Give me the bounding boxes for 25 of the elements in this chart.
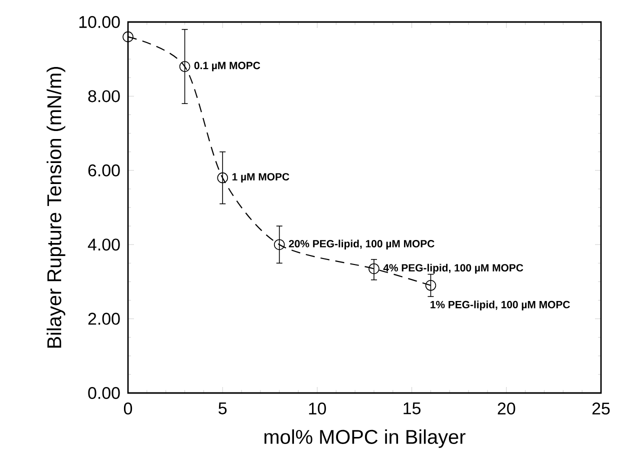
y-axis-title: Bilayer Rupture Tension (mN/m) bbox=[46, 67, 66, 348]
y-tick-label: 0.00 bbox=[88, 387, 120, 400]
y-tick-label: 10.00 bbox=[79, 16, 120, 28]
x-axis-title: mol% MOPC in Bilayer bbox=[264, 429, 466, 448]
point bbox=[274, 239, 285, 250]
annotation: 0.1 µM MOPC bbox=[194, 62, 260, 72]
y-tick-label: 6.00 bbox=[88, 164, 120, 176]
point bbox=[122, 31, 134, 42]
x-tick-label: 0 bbox=[124, 402, 132, 415]
x-tick-label: 10 bbox=[309, 402, 326, 415]
point bbox=[179, 61, 190, 72]
annotation: 1% PEG-lipid, 100 µM MOPC bbox=[430, 300, 570, 310]
y-tick-label: 4.00 bbox=[88, 238, 120, 251]
annotation: 20% PEG-lipid, 100 µM MOPC bbox=[288, 240, 434, 250]
point bbox=[425, 280, 436, 291]
y-tick-label: 8.00 bbox=[88, 90, 120, 102]
annotation: 4% PEG-lipid, 100 µM MOPC bbox=[383, 264, 524, 274]
x-tick-label: 5 bbox=[218, 402, 227, 414]
x-tick-label: 25 bbox=[592, 402, 610, 415]
y-tick-label: 2.00 bbox=[88, 312, 120, 325]
x-tick-label: 15 bbox=[404, 402, 421, 414]
annotation: 1 µM MOPC bbox=[232, 173, 290, 183]
point bbox=[217, 172, 228, 184]
x-tick-label: 20 bbox=[498, 402, 516, 415]
point bbox=[368, 263, 380, 274]
